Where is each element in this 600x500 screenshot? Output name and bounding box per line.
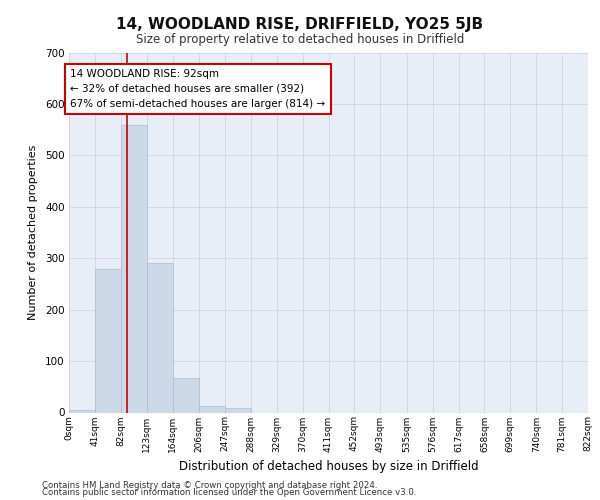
- Bar: [146, 264, 173, 412]
- Bar: [69, 410, 95, 412]
- Bar: [225, 408, 251, 412]
- Text: 14, WOODLAND RISE, DRIFFIELD, YO25 5JB: 14, WOODLAND RISE, DRIFFIELD, YO25 5JB: [116, 18, 484, 32]
- Text: Size of property relative to detached houses in Driffield: Size of property relative to detached ho…: [136, 32, 464, 46]
- Bar: [121, 124, 146, 412]
- Bar: [95, 268, 121, 412]
- Bar: [173, 378, 199, 412]
- Text: Contains public sector information licensed under the Open Government Licence v3: Contains public sector information licen…: [42, 488, 416, 497]
- Text: 14 WOODLAND RISE: 92sqm
← 32% of detached houses are smaller (392)
67% of semi-d: 14 WOODLAND RISE: 92sqm ← 32% of detache…: [70, 69, 325, 108]
- X-axis label: Distribution of detached houses by size in Driffield: Distribution of detached houses by size …: [179, 460, 478, 473]
- Y-axis label: Number of detached properties: Number of detached properties: [28, 145, 38, 320]
- Text: Contains HM Land Registry data © Crown copyright and database right 2024.: Contains HM Land Registry data © Crown c…: [42, 480, 377, 490]
- Bar: [199, 406, 225, 412]
